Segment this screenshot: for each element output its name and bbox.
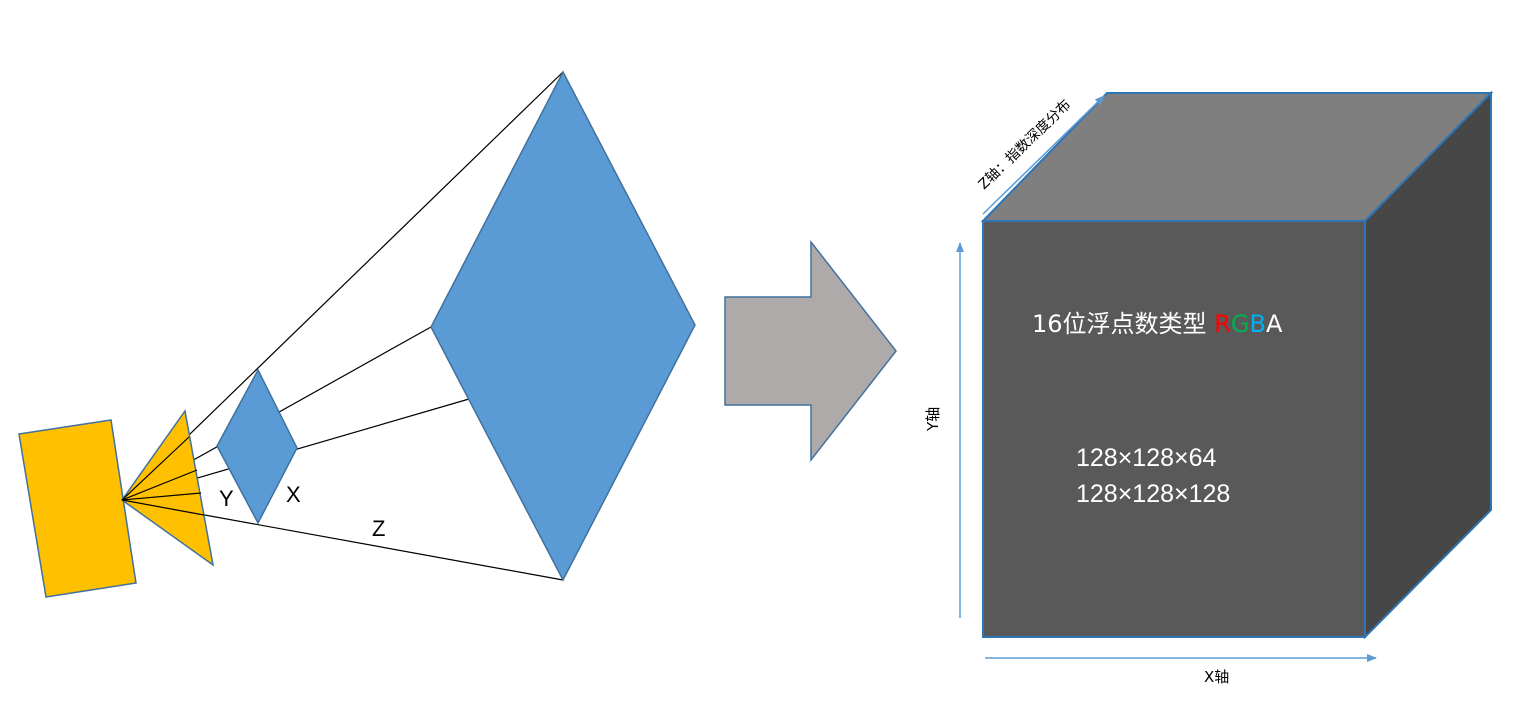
rgba-a: A <box>1266 310 1283 338</box>
transform-arrow <box>724 239 897 463</box>
y-axis-label: Y轴 <box>924 407 942 432</box>
camera-body <box>18 419 137 598</box>
cube-front-face <box>982 220 1366 638</box>
lens-line-1 <box>121 436 190 501</box>
cube-format-text: 16位浮点数类型 RGBA <box>1032 310 1283 338</box>
frustum-line-top <box>121 71 564 501</box>
frustum-group: Y X Z <box>18 70 696 598</box>
z-axis-arrow <box>982 95 1105 215</box>
lens-line-4 <box>121 499 205 516</box>
lens-line-3 <box>121 492 202 501</box>
far-plane <box>430 70 696 582</box>
cube-size-line-2: 128×128×128 <box>1076 480 1230 508</box>
lens-lines <box>121 436 205 516</box>
near-plane <box>216 368 298 525</box>
frustum-label-y: Y <box>219 486 234 511</box>
format-label: 16位浮点数类型 <box>1032 310 1214 338</box>
rgba-r: R <box>1214 310 1231 338</box>
cube-size-line-1: 128×128×64 <box>1076 444 1217 472</box>
volume-cube: 16位浮点数类型 RGBA 128×128×64 128×128×128 <box>980 90 1494 640</box>
x-axis-label: X轴 <box>1204 668 1229 686</box>
rgba-g: G <box>1231 310 1250 338</box>
camera-lens <box>120 409 215 567</box>
axes <box>956 95 1377 662</box>
frustum-label-z: Z <box>372 516 385 541</box>
lens-line-2 <box>121 469 198 501</box>
rgba-b: B <box>1249 310 1265 338</box>
frustum-label-x: X <box>286 482 301 507</box>
